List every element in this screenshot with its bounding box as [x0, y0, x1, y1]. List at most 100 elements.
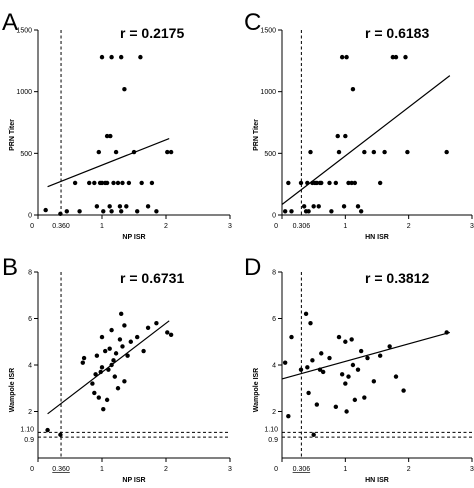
x-tick-label: 0 — [30, 223, 34, 230]
data-point — [104, 133, 110, 139]
data-point — [138, 54, 143, 60]
data-point — [109, 54, 114, 60]
data-point — [316, 204, 321, 209]
data-point — [154, 209, 159, 214]
regression-line — [281, 75, 451, 205]
y-tick-label: 8 — [28, 270, 32, 277]
correlation-label: r = 0.6731 — [120, 270, 184, 286]
data-point — [80, 360, 86, 365]
correlation-label: r = 0.2175 — [120, 25, 184, 41]
data-point — [346, 180, 351, 186]
data-point — [99, 180, 105, 186]
data-point — [305, 365, 310, 370]
data-point — [92, 180, 97, 186]
data-point — [139, 180, 144, 186]
data-point — [314, 402, 320, 407]
data-point — [111, 358, 116, 363]
x-tick-label: 2 — [164, 466, 168, 473]
data-point — [94, 204, 100, 209]
data-point — [343, 339, 348, 344]
y-tick-label: 1500 — [260, 28, 276, 35]
data-point — [298, 180, 304, 186]
data-point — [122, 379, 127, 384]
data-point — [149, 180, 155, 186]
data-point — [393, 54, 399, 60]
data-point — [128, 339, 133, 344]
data-point — [104, 397, 110, 403]
x-tick-label: 1 — [100, 466, 104, 473]
hline-label: 1.10 — [264, 426, 278, 433]
correlation-label: r = 0.3812 — [365, 270, 429, 286]
data-point — [403, 54, 408, 60]
x-tick-label: 1 — [343, 223, 347, 230]
data-point — [333, 180, 339, 186]
data-point — [282, 360, 288, 365]
data-point — [377, 180, 383, 186]
data-point — [362, 149, 367, 155]
data-point — [43, 207, 48, 213]
data-point — [124, 204, 129, 209]
panel-letter: D — [244, 254, 261, 281]
data-point — [126, 180, 132, 186]
data-point — [135, 209, 140, 214]
data-point — [120, 180, 125, 186]
data-point — [96, 395, 102, 400]
data-point — [314, 180, 320, 186]
data-point — [165, 149, 170, 155]
data-point — [344, 409, 349, 414]
panel-letter: B — [2, 254, 18, 281]
data-point — [109, 362, 114, 368]
data-point — [343, 133, 348, 139]
data-point — [308, 149, 313, 155]
data-point — [282, 209, 288, 214]
regression-line — [47, 320, 170, 415]
data-point — [333, 404, 339, 410]
cutoff-label: 0.360 — [52, 223, 70, 230]
data-point — [131, 149, 137, 155]
data-point — [358, 209, 364, 214]
data-point — [119, 54, 124, 60]
data-point — [355, 204, 361, 209]
data-point — [94, 353, 100, 358]
data-point — [365, 355, 370, 361]
data-point — [405, 149, 410, 155]
data-point — [93, 372, 98, 377]
data-point — [81, 355, 87, 361]
data-point — [377, 353, 383, 358]
x-tick-label: 0 — [274, 223, 278, 230]
y-tick-label: 1500 — [16, 28, 32, 35]
data-point — [327, 355, 332, 361]
data-point — [135, 334, 140, 340]
data-point — [349, 337, 354, 342]
data-point — [336, 334, 342, 340]
regression-line — [281, 331, 450, 380]
data-point — [350, 87, 356, 92]
data-point — [120, 344, 125, 349]
data-point — [122, 87, 127, 92]
data-point — [104, 180, 110, 186]
data-point — [107, 204, 112, 209]
data-point — [350, 362, 356, 368]
data-point — [335, 133, 340, 139]
y-axis-title: Wampole ISR — [9, 368, 16, 412]
data-point — [58, 211, 63, 216]
y-tick-label: 6 — [272, 316, 276, 323]
data-point — [113, 149, 119, 155]
data-point — [77, 209, 82, 214]
x-tick-label: 3 — [470, 223, 474, 230]
data-point — [145, 325, 151, 330]
y-axis-title: Wampole ISR — [253, 368, 260, 412]
data-point — [96, 149, 102, 155]
data-point — [303, 311, 309, 317]
y-tick-label: 500 — [264, 151, 276, 158]
data-point — [168, 149, 174, 155]
data-point — [111, 180, 116, 186]
y-tick-label: 6 — [28, 316, 32, 323]
data-point — [341, 204, 347, 209]
x-tick-label: 0 — [30, 466, 34, 473]
data-point — [106, 367, 111, 372]
y-tick-label: 1000 — [16, 89, 32, 96]
data-point — [310, 358, 315, 363]
